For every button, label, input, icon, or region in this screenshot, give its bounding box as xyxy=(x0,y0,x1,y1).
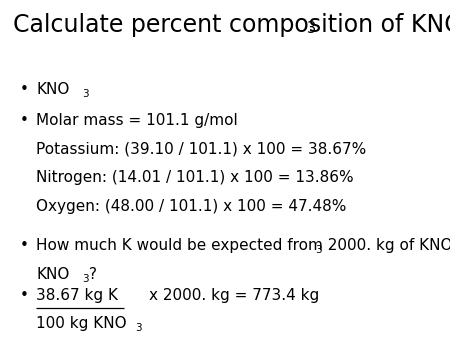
Text: 3: 3 xyxy=(82,274,89,284)
Text: Nitrogen: (14.01 / 101.1) x 100 = 13.86%: Nitrogen: (14.01 / 101.1) x 100 = 13.86% xyxy=(36,170,354,185)
Text: KNO: KNO xyxy=(36,82,69,97)
Text: 3: 3 xyxy=(82,89,89,99)
Text: 3: 3 xyxy=(315,245,321,255)
Text: Calculate percent composition of KNO: Calculate percent composition of KNO xyxy=(13,13,450,37)
Text: 3: 3 xyxy=(135,323,142,333)
Text: KNO: KNO xyxy=(36,267,69,282)
Text: How much K would be expected from 2000. kg of KNO: How much K would be expected from 2000. … xyxy=(36,238,450,253)
Text: x 2000. kg = 773.4 kg: x 2000. kg = 773.4 kg xyxy=(149,288,320,303)
Text: Molar mass = 101.1 g/mol: Molar mass = 101.1 g/mol xyxy=(36,113,238,128)
Text: 3: 3 xyxy=(307,21,316,36)
Text: 100 kg KNO: 100 kg KNO xyxy=(36,316,127,331)
Text: •: • xyxy=(19,288,28,303)
Text: ?: ? xyxy=(89,267,97,282)
Text: •: • xyxy=(19,238,28,253)
Text: 38.67 kg K: 38.67 kg K xyxy=(36,288,118,303)
Text: Oxygen: (48.00 / 101.1) x 100 = 47.48%: Oxygen: (48.00 / 101.1) x 100 = 47.48% xyxy=(36,199,346,214)
Text: Potassium: (39.10 / 101.1) x 100 = 38.67%: Potassium: (39.10 / 101.1) x 100 = 38.67… xyxy=(36,142,366,157)
Text: •: • xyxy=(19,113,28,128)
Text: •: • xyxy=(19,82,28,97)
